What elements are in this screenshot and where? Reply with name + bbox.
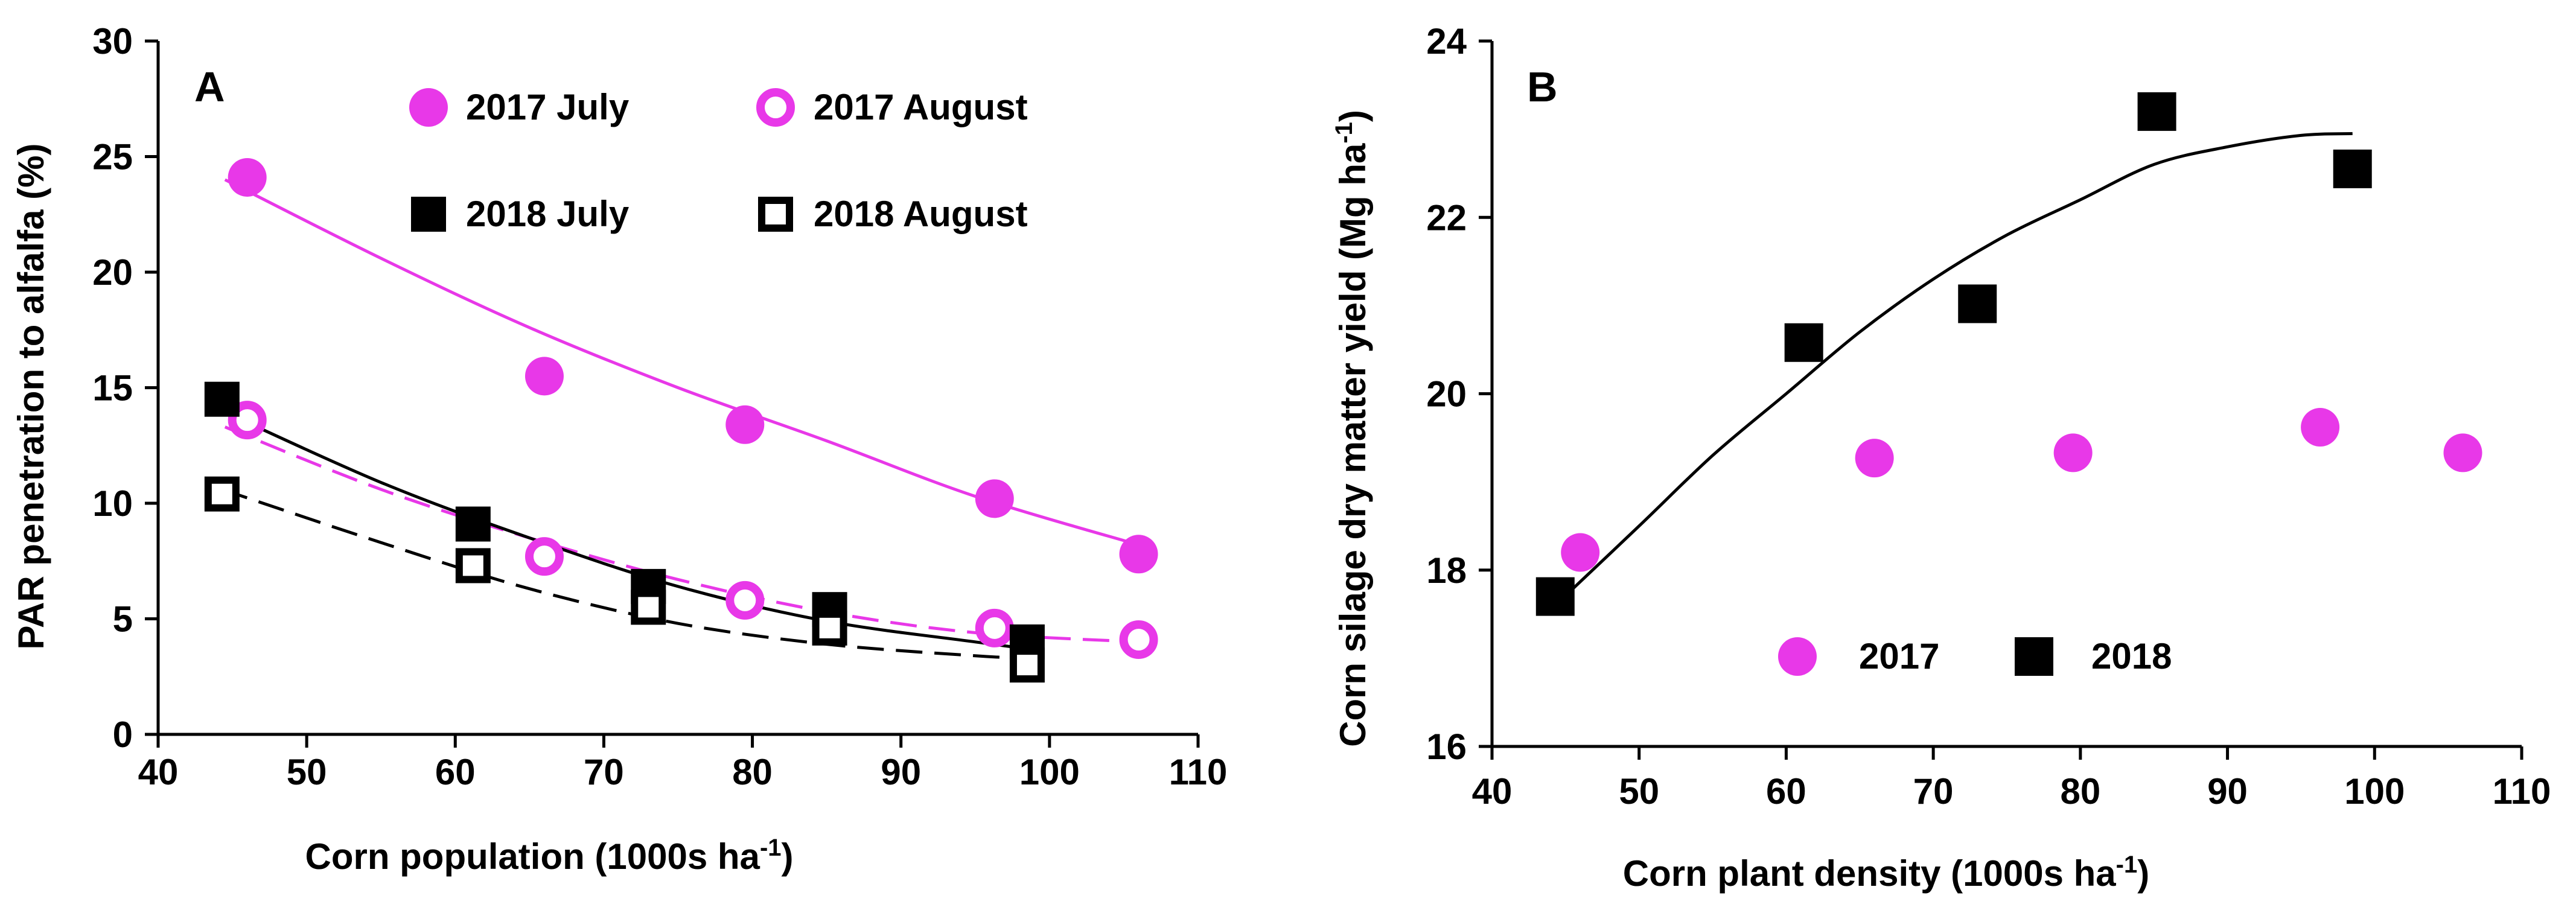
panel-b-point-2017	[1561, 533, 1600, 572]
panel-b-y-tick-label: 20	[1426, 374, 1467, 415]
panel-b-axes: 40 50 60 70 80 90 100 110 16 18 20 22 24	[1426, 21, 2551, 812]
panel-b-markers	[1535, 92, 2482, 616]
panel-b-x-tick-label: 110	[2493, 771, 2551, 812]
panel-b-legend: 2017 2018	[1778, 636, 2172, 676]
panel-b-point-2018	[1958, 284, 1997, 323]
panel-a-y-tick-label: 10	[92, 483, 133, 524]
panel-a: A 40 50 60 70 80 90 100 110 0 5 10 15 20 25 30 2017 Ju…	[11, 21, 1227, 877]
panel-b-point-2017	[1855, 439, 1894, 478]
panel-a-y-tick-label: 30	[92, 21, 133, 62]
legend-label-2018: 2018	[2091, 636, 2172, 676]
panel-a-point-2017-august	[1119, 620, 1158, 659]
panel-b-point-2018	[2137, 92, 2176, 131]
panel-b-x-tick-label: 80	[2060, 771, 2100, 812]
panel-b-y-tick-label: 22	[1426, 197, 1467, 238]
panel-a-y-tick-label: 5	[113, 599, 133, 640]
panel-b-x-tick-label: 50	[1619, 771, 1659, 812]
panel-a-point-2018-august	[455, 548, 491, 584]
legend-marker-2017-august	[756, 88, 795, 127]
legend-marker-2017-july	[409, 88, 448, 127]
panel-a-point-2018-august	[204, 476, 240, 512]
legend-marker-2017	[1778, 637, 1817, 676]
panel-a-markers	[204, 157, 1158, 683]
panel-b-x-tick-label: 70	[1913, 771, 1954, 812]
panel-a-legend: 2017 July 2017 August 2018 July 2018 Aug…	[409, 87, 1028, 234]
panel-b-fit-2018	[1554, 132, 2353, 607]
panel-b-y-tick-label: 18	[1426, 550, 1467, 591]
legend-label-2018-july: 2018 July	[466, 194, 630, 234]
panel-a-x-tick-label: 70	[584, 752, 624, 792]
panel-a-point-2017-july	[975, 479, 1014, 518]
panel-a-x-tick-label: 80	[732, 752, 773, 792]
legend-label-2017: 2017	[1859, 636, 1939, 676]
panel-a-y-tick-label: 0	[113, 714, 133, 755]
panel-a-point-2018-august	[631, 590, 666, 625]
panel-a-y-tick-label: 20	[92, 252, 133, 293]
panel-a-point-2017-august	[975, 608, 1014, 647]
legend-label-2018-august: 2018 August	[814, 194, 1028, 234]
legend-marker-2018-july	[411, 197, 446, 232]
panel-b-x-axis-title: Corn plant density (1000s ha-1)	[1623, 851, 2149, 894]
legend-marker-2018-august	[758, 197, 793, 232]
panel-a-point-2017-august	[228, 401, 267, 440]
panel-a-x-tick-label: 60	[435, 752, 476, 792]
panel-a-x-axis-title: Corn population (1000s ha-1)	[305, 835, 794, 877]
panel-a-x-tick-label: 90	[881, 752, 921, 792]
panel-a-x-tick-label: 40	[138, 752, 179, 792]
panel-b-point-2017	[2301, 408, 2340, 447]
panel-a-point-2018-august	[812, 610, 847, 646]
panel-a-axes: 40 50 60 70 80 90 100 110 0 5 10 15 20 25 30	[92, 21, 1227, 792]
panel-a-point-2017-august	[725, 580, 765, 620]
panel-a-fit-lines	[221, 178, 1140, 660]
panel-b-y-tick-label: 24	[1426, 21, 1467, 62]
panel-b-x-tick-label: 60	[1766, 771, 1806, 812]
panel-a-letter: A	[194, 63, 225, 110]
panel-a-point-2017-july	[228, 157, 267, 197]
panel-a-point-2018-july	[204, 381, 240, 417]
panel-b: B 40 50 60 70 80 90 100 110 16 18 20 22 24 2017 2018…	[1331, 21, 2551, 894]
panel-b-point-2017	[2053, 433, 2093, 472]
panel-b-point-2018	[1784, 323, 1823, 362]
panel-a-y-tick-label: 25	[92, 137, 133, 177]
legend-marker-2018	[2015, 637, 2053, 676]
panel-a-point-2017-july	[524, 357, 564, 396]
panel-b-x-tick-label: 40	[1472, 771, 1513, 812]
panel-a-x-tick-label: 100	[1019, 752, 1080, 792]
panel-a-x-tick-label: 50	[287, 752, 327, 792]
panel-b-point-2018	[1535, 577, 1575, 616]
legend-label-2017-july: 2017 July	[466, 87, 630, 127]
panel-a-point-2017-august	[524, 537, 564, 576]
panel-b-point-2018	[2333, 149, 2372, 188]
panel-b-point-2017	[2443, 433, 2482, 472]
panel-b-y-tick-label: 16	[1426, 727, 1467, 767]
panel-b-fit-lines	[1554, 132, 2353, 607]
panel-a-point-2017-july	[1119, 535, 1158, 574]
panel-b-x-tick-label: 100	[2344, 771, 2405, 812]
panel-a-point-2018-august	[1009, 647, 1045, 683]
panel-a-fit-2017-august	[224, 425, 1139, 644]
panel-a-point-2017-july	[725, 405, 765, 444]
panel-a-y-axis-title: PAR penetration to alfalfa (%)	[11, 144, 51, 650]
panel-a-x-tick-label: 110	[1169, 752, 1228, 792]
panel-b-x-tick-label: 90	[2207, 771, 2248, 812]
panel-a-y-tick-label: 15	[92, 368, 133, 409]
panel-b-y-axis-title: Corn silage dry matter yield (Mg ha-1)	[1331, 110, 1373, 747]
legend-label-2017-august: 2017 August	[814, 87, 1028, 127]
panel-b-letter: B	[1527, 63, 1558, 110]
panel-a-point-2018-july	[455, 506, 491, 542]
panel-a-fit-2017-july	[224, 178, 1140, 547]
